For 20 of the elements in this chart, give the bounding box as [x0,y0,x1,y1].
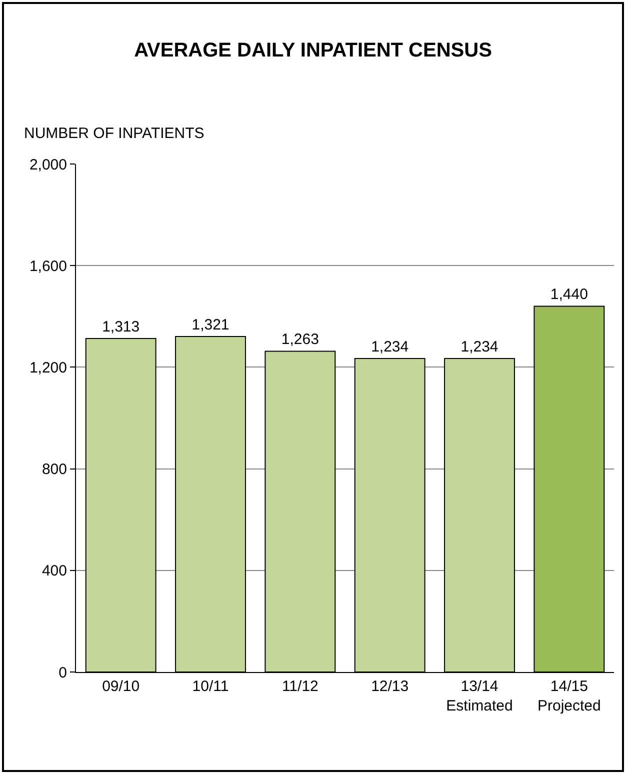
y-tick-label: 1,600 [29,258,67,275]
chart-title: AVERAGE DAILY INPATIENT CENSUS [134,39,492,62]
x-tick-label: 12/13 [371,678,409,695]
y-axis-title: NUMBER OF INPATIENTS [24,125,204,142]
x-tick-label: 11/12 [282,678,318,695]
x-tick-label: 10/11 [192,678,229,695]
y-tick-label: 1,200 [29,359,67,376]
y-tick-label: 800 [42,461,67,478]
data-label: 1,313 [102,318,140,336]
x-tick-label: 14/15 Projected [537,678,601,714]
x-tick-label: 13/14 Estimated [446,678,513,714]
data-label: 1,440 [550,286,588,304]
data-label: 1,234 [371,338,409,356]
data-label: 1,234 [460,338,498,356]
y-tick-label: 0 [58,664,67,682]
data-label: 1,321 [192,316,230,334]
x-tick-label: 09/10 [102,678,140,695]
y-tick-label: 2,000 [29,156,67,174]
y-tick-label: 400 [42,562,67,580]
data-label: 1,263 [281,331,319,348]
